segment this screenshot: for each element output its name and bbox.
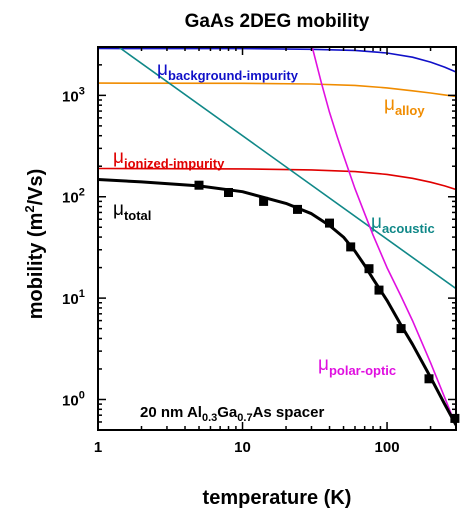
y-tick-label: 103	[62, 85, 85, 105]
curve-alloy	[98, 83, 456, 96]
chart-title: GaAs 2DEG mobility	[185, 11, 370, 32]
label-ionized: μionized-impurity	[113, 147, 225, 171]
data-point	[375, 286, 384, 295]
label-polar: μpolar-optic	[318, 354, 396, 378]
curve-total	[98, 180, 456, 426]
x-tick-label: 100	[375, 439, 400, 456]
x-tick-label: 10	[234, 439, 251, 456]
x-axis-title: temperature (K)	[203, 487, 352, 509]
data-point	[325, 219, 334, 228]
y-tick-label: 101	[62, 288, 85, 308]
label-total: μtotal	[113, 199, 151, 223]
data-point	[425, 374, 434, 383]
label-alloy: μalloy	[384, 94, 425, 118]
label-acoustic: μacoustic	[371, 212, 435, 236]
data-point	[195, 181, 204, 190]
data-point	[293, 205, 302, 214]
y-axis-title: mobility (m2/Vs)	[22, 169, 47, 320]
data-point	[365, 264, 374, 273]
x-tick-label: 1	[94, 439, 102, 456]
data-point	[259, 197, 268, 206]
data-point	[224, 188, 233, 197]
spacer-annotation: 20 nm Al0.3Ga0.7As spacer	[140, 404, 324, 424]
curve-ionized	[98, 169, 456, 190]
y-tick-label: 102	[62, 187, 85, 207]
label-background: μbackground-impurity	[157, 59, 299, 83]
y-tick-label: 100	[62, 389, 85, 409]
data-point	[346, 242, 355, 251]
data-markers	[195, 181, 460, 423]
series-labels: μbackground-impurity μalloy μionized-impur…	[113, 59, 435, 378]
data-point	[397, 324, 406, 333]
